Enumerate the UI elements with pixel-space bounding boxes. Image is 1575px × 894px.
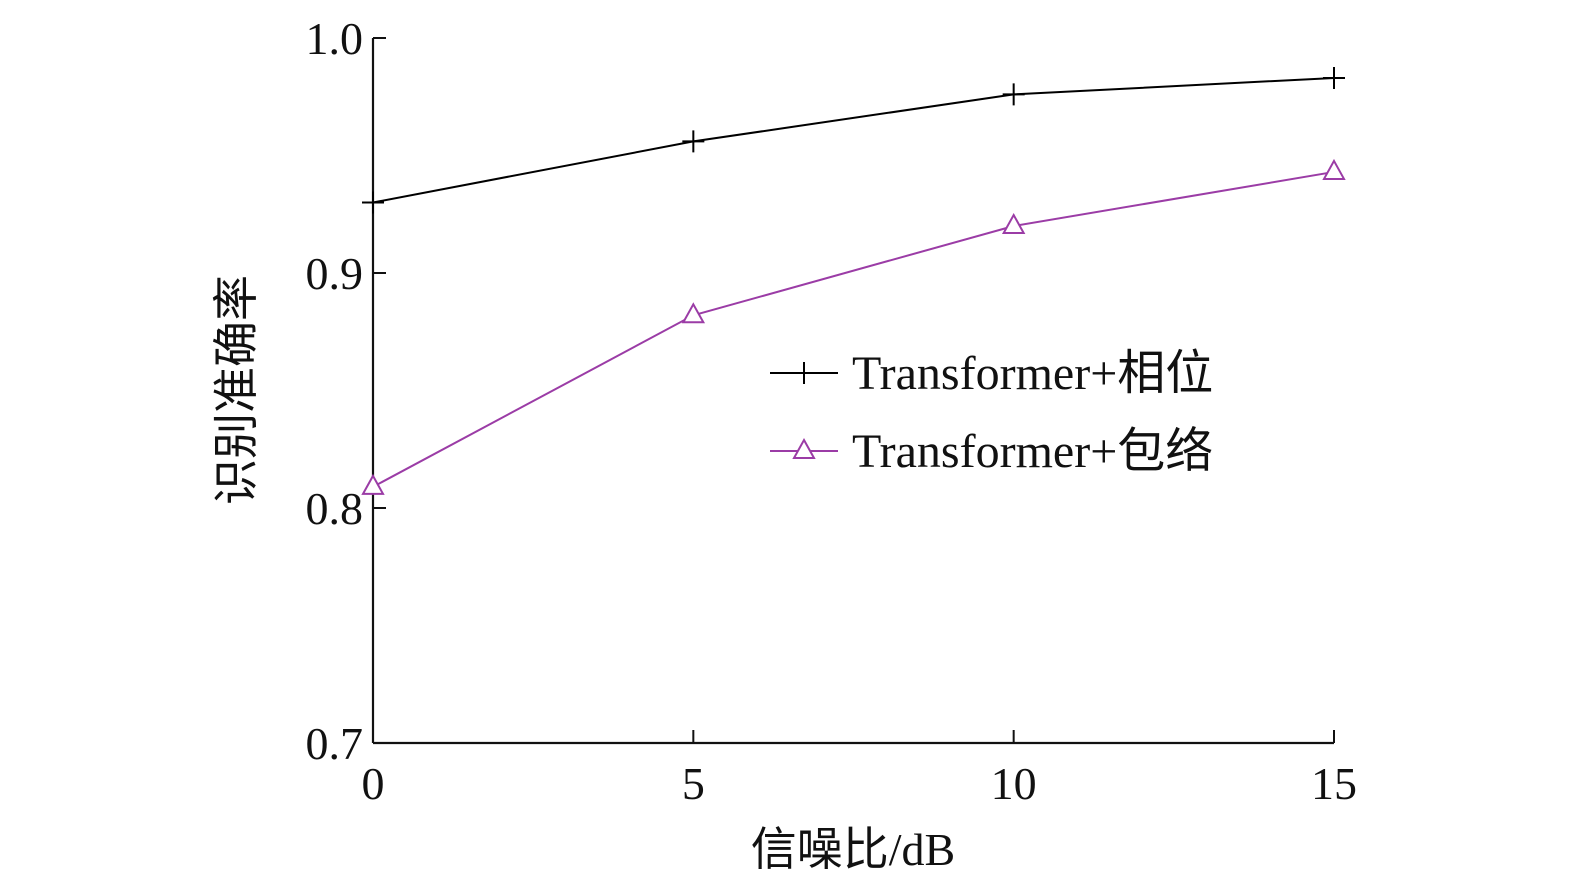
- legend: Transformer+相位 Transformer+包络: [770, 347, 1213, 478]
- series-line-0: [372, 76, 1335, 204]
- data-point-triangle: [1001, 212, 1026, 234]
- legend-label-envelope: Transformer+包络: [852, 425, 1213, 478]
- x-tick-label: 5: [682, 758, 705, 809]
- legend-marker-envelope: [792, 437, 816, 459]
- data-point-plus: [1002, 83, 1025, 106]
- data-point-plus: [682, 130, 705, 153]
- x-tick-label: 0: [362, 758, 385, 809]
- series-line-1: [372, 170, 1335, 488]
- axes: [371, 38, 1334, 745]
- data-point-plus: [1323, 66, 1345, 89]
- y-tick-label: 0.8: [306, 483, 364, 534]
- ticks: 0.7 0.8 0.9 1.0 0 5 10 15: [306, 13, 1358, 809]
- x-axis-title: 信噪比/dB: [751, 824, 955, 875]
- data-point-triangle: [1322, 158, 1346, 180]
- x-tick-label: 15: [1311, 758, 1357, 809]
- data-point-plus: [362, 191, 384, 214]
- legend-label-phase: Transformer+相位: [852, 347, 1213, 400]
- legend-item-phase: Transformer+相位: [770, 347, 1213, 400]
- x-tick-label: 10: [991, 758, 1037, 809]
- data-point-triangle: [681, 302, 706, 324]
- legend-marker-phase: [793, 362, 815, 384]
- series-layer: [361, 66, 1346, 495]
- data-point-triangle: [361, 473, 385, 495]
- y-tick-label: 0.7: [306, 718, 364, 769]
- y-tick-label: 1.0: [306, 13, 364, 64]
- y-axis-title: 识别准确率: [211, 275, 262, 505]
- y-tick-label: 0.9: [306, 248, 364, 299]
- legend-item-envelope: Transformer+包络: [770, 425, 1213, 478]
